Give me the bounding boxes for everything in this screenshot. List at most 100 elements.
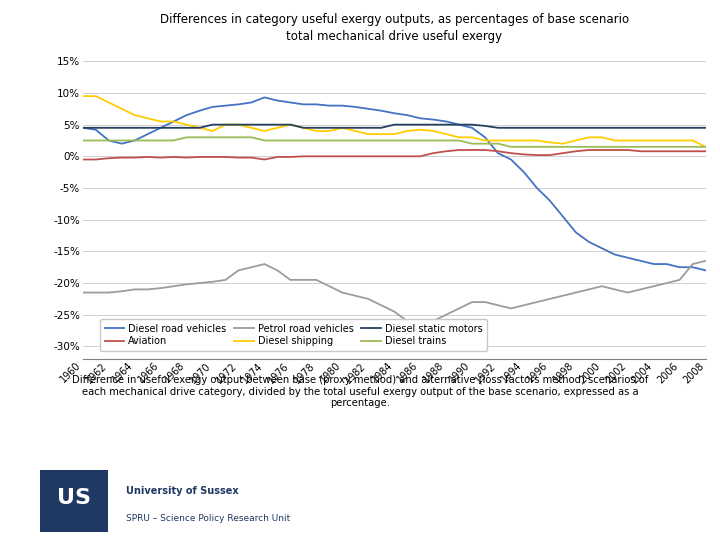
Diesel shipping [390, 131, 399, 137]
Diesel trains [169, 137, 178, 144]
Petrol road vehicles [481, 299, 490, 305]
Diesel shipping [507, 137, 516, 144]
Petrol road vehicles [611, 286, 619, 293]
Diesel static motors [403, 122, 412, 128]
Diesel static motors [78, 125, 87, 131]
Aviation [351, 153, 359, 159]
Diesel shipping [299, 125, 307, 131]
Diesel road vehicles [130, 137, 139, 144]
Diesel trains [546, 144, 554, 150]
Diesel trains [636, 144, 645, 150]
Diesel trains [78, 137, 87, 144]
Diesel road vehicles [364, 105, 372, 112]
Diesel shipping [636, 137, 645, 144]
Diesel shipping [221, 122, 230, 128]
Petrol road vehicles [338, 289, 346, 296]
Diesel trains [390, 137, 399, 144]
Petrol road vehicles [78, 289, 87, 296]
Aviation [234, 154, 243, 161]
Line: Diesel shipping: Diesel shipping [83, 96, 706, 147]
Diesel trains [117, 137, 126, 144]
Diesel shipping [104, 99, 113, 106]
Diesel trains [455, 137, 464, 144]
Aviation [675, 148, 684, 154]
Legend: Diesel road vehicles, Aviation, Petrol road vehicles, Diesel shipping, Diesel st: Diesel road vehicles, Aviation, Petrol r… [100, 319, 487, 351]
Diesel road vehicles [260, 94, 269, 100]
Diesel road vehicles [286, 99, 294, 106]
Diesel trains [611, 144, 619, 150]
Diesel road vehicles [338, 103, 346, 109]
Diesel road vehicles [624, 254, 632, 261]
Diesel static motors [208, 122, 217, 128]
Petrol road vehicles [195, 280, 204, 286]
Aviation [546, 152, 554, 158]
Diesel road vehicles [403, 112, 412, 118]
Line: Aviation: Aviation [83, 150, 706, 159]
Diesel trains [130, 137, 139, 144]
Diesel static motors [104, 125, 113, 131]
Diesel road vehicles [572, 229, 580, 235]
Diesel static motors [649, 125, 658, 131]
Petrol road vehicles [533, 299, 541, 305]
Petrol road vehicles [91, 289, 100, 296]
Diesel road vehicles [688, 264, 697, 271]
Diesel trains [351, 137, 359, 144]
Diesel trains [624, 144, 632, 150]
Diesel shipping [559, 140, 567, 147]
Diesel shipping [649, 137, 658, 144]
Diesel road vehicles [234, 101, 243, 107]
Diesel shipping [585, 134, 593, 140]
Diesel shipping [286, 122, 294, 128]
Diesel static motors [221, 122, 230, 128]
Diesel shipping [156, 118, 165, 125]
Text: Difference in useful exergy output between base (proxy method) and alternative (: Difference in useful exergy output betwe… [72, 375, 648, 408]
Diesel trains [662, 144, 671, 150]
Diesel trains [442, 137, 451, 144]
Diesel road vehicles [195, 107, 204, 114]
Aviation [559, 150, 567, 157]
Aviation [416, 153, 425, 159]
Diesel shipping [117, 105, 126, 112]
Diesel trains [675, 144, 684, 150]
Petrol road vehicles [442, 312, 451, 318]
Diesel trains [104, 137, 113, 144]
Diesel shipping [312, 128, 320, 134]
Aviation [117, 154, 126, 161]
Diesel road vehicles [169, 118, 178, 125]
Diesel static motors [156, 125, 165, 131]
Petrol road vehicles [598, 283, 606, 289]
Petrol road vehicles [117, 288, 126, 294]
Diesel shipping [416, 126, 425, 133]
Diesel trains [520, 144, 528, 150]
Diesel road vehicles [559, 213, 567, 220]
Diesel static motors [377, 125, 385, 131]
Aviation [364, 153, 372, 159]
Line: Petrol road vehicles: Petrol road vehicles [83, 261, 706, 324]
Aviation [507, 150, 516, 157]
Diesel shipping [624, 137, 632, 144]
Petrol road vehicles [649, 283, 658, 289]
Diesel trains [585, 144, 593, 150]
Diesel shipping [481, 137, 490, 144]
Aviation [701, 148, 710, 154]
Title: Differences in category useful exergy outputs, as percentages of base scenario
t: Differences in category useful exergy ou… [160, 14, 629, 43]
Diesel road vehicles [636, 258, 645, 264]
Petrol road vehicles [507, 305, 516, 312]
Diesel road vehicles [377, 107, 385, 114]
Aviation [143, 154, 152, 160]
Diesel trains [260, 137, 269, 144]
Diesel road vehicles [351, 104, 359, 110]
Aviation [572, 148, 580, 154]
Diesel shipping [377, 131, 385, 137]
Diesel road vehicles [585, 239, 593, 245]
Petrol road vehicles [156, 285, 165, 292]
Diesel road vehicles [442, 118, 451, 125]
Petrol road vehicles [403, 318, 412, 325]
Diesel static motors [338, 125, 346, 131]
Diesel road vehicles [468, 125, 477, 131]
Diesel shipping [78, 93, 87, 99]
Petrol road vehicles [312, 276, 320, 283]
Diesel trains [221, 134, 230, 140]
Diesel trains [598, 144, 606, 150]
Diesel shipping [351, 128, 359, 134]
